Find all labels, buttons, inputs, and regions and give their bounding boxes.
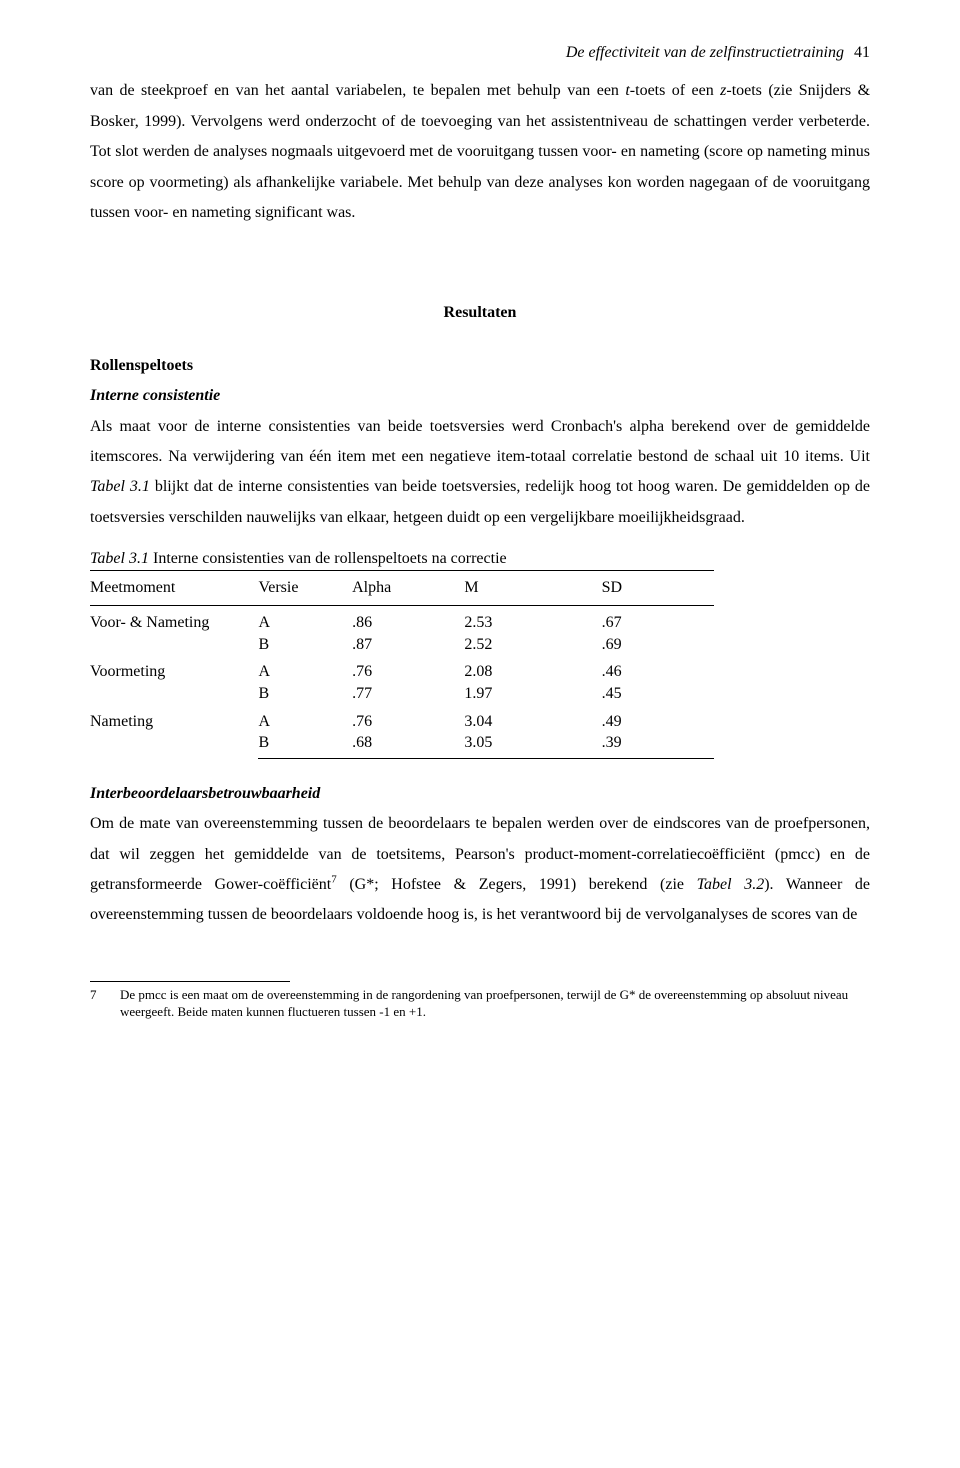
footnote-text: De pmcc is een maat om de overeenstemmin… (120, 986, 870, 1021)
subheading-interne-consistentie: Interne consistentie (90, 381, 870, 411)
cell-sd: .69 (602, 634, 714, 656)
table-row: Voor- & Nameting A .86 2.53 .67 (90, 606, 714, 634)
running-title: De effectiviteit van de zelfinstructietr… (566, 44, 844, 61)
running-header: De effectiviteit van de zelfinstructietr… (90, 38, 870, 68)
cell-alpha: .86 (352, 606, 464, 634)
cell-sd: .67 (602, 606, 714, 634)
section-heading-resultaten: Resultaten (90, 298, 870, 328)
cell-alpha: .68 (352, 732, 464, 758)
cell-meetmoment: Voor- & Nameting (90, 606, 258, 656)
cell-versie: B (258, 732, 352, 758)
paragraph-1: van de steekproef en van het aantal vari… (90, 76, 870, 228)
text: Als maat voor de interne consistenties v… (90, 418, 870, 465)
col-header-m: M (464, 570, 601, 605)
table-caption-label: Tabel 3.1 (90, 550, 149, 567)
table-interne-consistenties: Meetmoment Versie Alpha M SD Voor- & Nam… (90, 570, 714, 759)
cell-alpha: .77 (352, 683, 464, 705)
table-header-row: Meetmoment Versie Alpha M SD (90, 570, 714, 605)
subheading-rollenspeltoets: Rollenspeltoets (90, 351, 870, 381)
paragraph-2: Als maat voor de interne consistenties v… (90, 412, 870, 534)
table-caption-text: Interne consistenties van de rollenspelt… (149, 550, 507, 567)
footnote-number: 7 (90, 986, 120, 1021)
paragraph-3: Om de mate van overeenstemming tussen de… (90, 809, 870, 931)
page-number: 41 (854, 44, 870, 61)
cell-m: 2.08 (464, 655, 601, 683)
cell-sd: .45 (602, 683, 714, 705)
cell-m: 2.53 (464, 606, 601, 634)
col-header-sd: SD (602, 570, 714, 605)
text: -toets (zie Snijders & Bosker, 1999). Ve… (90, 82, 870, 221)
cell-sd: .49 (602, 705, 714, 733)
cell-versie: A (258, 705, 352, 733)
text: -toets of een (630, 82, 720, 99)
cell-meetmoment: Nameting (90, 705, 258, 759)
cell-alpha: .87 (352, 634, 464, 656)
text-italic: Tabel 3.1 (90, 478, 150, 495)
cell-versie: A (258, 655, 352, 683)
page: De effectiviteit van de zelfinstructietr… (0, 0, 960, 1468)
footnote-rule (90, 981, 290, 982)
cell-versie: A (258, 606, 352, 634)
table-row: Voormeting A .76 2.08 .46 (90, 655, 714, 683)
text: van de steekproef en van het aantal vari… (90, 82, 625, 99)
table-caption: Tabel 3.1 Interne consistenties van de r… (90, 549, 870, 570)
cell-meetmoment: Voormeting (90, 655, 258, 704)
cell-versie: B (258, 634, 352, 656)
text: (G*; Hofstee & Zegers, 1991) berekend (z… (337, 876, 697, 893)
cell-versie: B (258, 683, 352, 705)
table-row: Nameting A .76 3.04 .49 (90, 705, 714, 733)
cell-m: 2.52 (464, 634, 601, 656)
cell-sd: .46 (602, 655, 714, 683)
text-italic: Tabel 3.2 (697, 876, 765, 893)
col-header-versie: Versie (258, 570, 352, 605)
cell-alpha: .76 (352, 655, 464, 683)
cell-sd: .39 (602, 732, 714, 758)
cell-m: 3.05 (464, 732, 601, 758)
col-header-meetmoment: Meetmoment (90, 570, 258, 605)
col-header-alpha: Alpha (352, 570, 464, 605)
cell-m: 1.97 (464, 683, 601, 705)
text: blijkt dat de interne consistenties van … (90, 478, 870, 525)
cell-alpha: .76 (352, 705, 464, 733)
cell-m: 3.04 (464, 705, 601, 733)
footnote: 7 De pmcc is een maat om de overeenstemm… (90, 986, 870, 1021)
subheading-interbeoordelaars: Interbeoordelaarsbetrouwbaarheid (90, 779, 870, 809)
